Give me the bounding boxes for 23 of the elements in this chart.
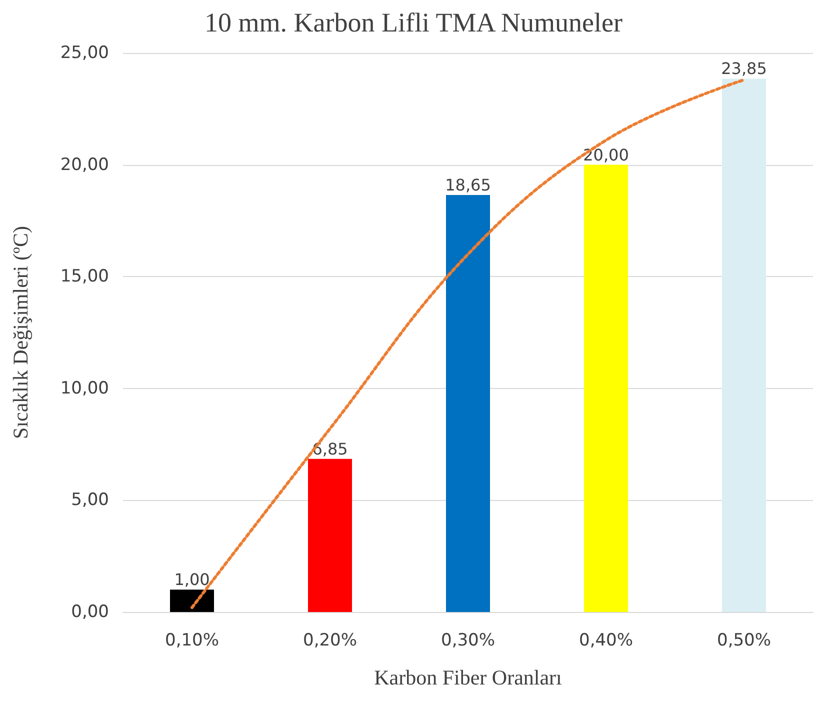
bar	[170, 590, 214, 612]
x-tick-label: 0,20%	[302, 630, 358, 650]
bar	[722, 78, 766, 612]
x-tick-label: 0,30%	[440, 630, 496, 650]
bar	[584, 164, 628, 612]
y-tick-label: 15,00	[60, 266, 109, 287]
y-tick-label: 10,00	[60, 378, 109, 398]
y-tick-label: 20,00	[60, 154, 109, 175]
data-label: 20,00	[583, 145, 629, 164]
chart-title: 10 mm. Karbon Lifli TMA Numuneler	[204, 8, 622, 38]
data-label: 23,85	[721, 59, 767, 78]
x-tick-label: 0,40%	[578, 630, 634, 650]
y-tick-label: 5,00	[71, 490, 109, 510]
bar	[446, 194, 490, 612]
x-axis-title: Karbon Fiber Oranları	[374, 666, 562, 690]
data-label: 1,00	[174, 570, 210, 590]
x-tick-label: 0,50%	[716, 630, 772, 650]
y-tick-label: 25,00	[60, 43, 109, 63]
data-label: 18,65	[445, 175, 491, 194]
bar	[308, 458, 352, 612]
y-tick-label: 0,00	[71, 602, 109, 622]
x-tick-label: 0,10%	[164, 630, 220, 650]
y-axis-title: Sıcaklık Değişimleri (ºC)	[8, 226, 32, 439]
